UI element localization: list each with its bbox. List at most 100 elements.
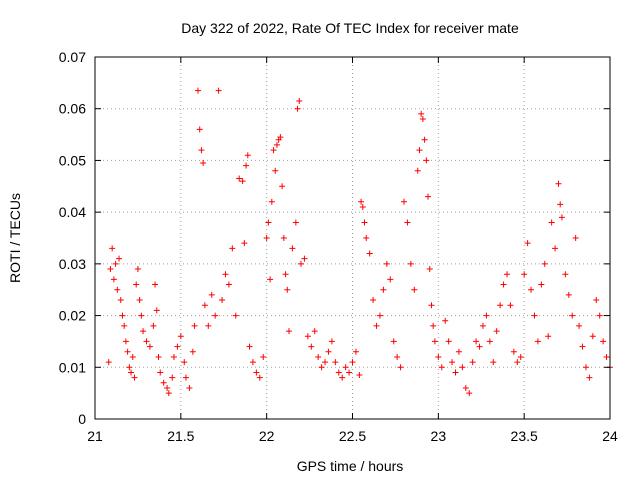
data-point (589, 333, 596, 340)
data-point (356, 372, 363, 379)
data-point (140, 328, 147, 335)
data-point (565, 291, 572, 298)
data-point (600, 338, 607, 345)
data-point (122, 338, 129, 345)
data-point (459, 364, 466, 371)
data-point (586, 374, 593, 381)
data-point (431, 338, 438, 345)
data-point (514, 359, 521, 366)
data-point (177, 333, 184, 340)
data-point (370, 297, 377, 304)
data-point (232, 312, 239, 319)
data-point (510, 348, 517, 355)
data-point (473, 338, 480, 345)
data-point (246, 343, 253, 350)
data-point (256, 374, 263, 381)
data-point (263, 235, 270, 241)
data-point (109, 245, 116, 252)
data-point (452, 369, 459, 376)
data-point (170, 353, 177, 360)
data-point (416, 147, 423, 154)
data-point (119, 312, 126, 319)
data-point (282, 271, 289, 278)
data-point (517, 353, 524, 360)
data-point (449, 359, 456, 366)
data-point (236, 175, 243, 182)
data-point (363, 235, 370, 241)
data-point (155, 353, 162, 360)
data-point (376, 312, 383, 319)
data-point (296, 97, 303, 104)
data-point (294, 105, 301, 112)
data-point (200, 160, 207, 167)
data-point (146, 343, 153, 350)
data-point (124, 348, 131, 355)
x-tick-label: 22.5 (339, 428, 366, 444)
data-point (280, 235, 287, 241)
data-point (292, 219, 299, 226)
data-point (138, 312, 145, 319)
data-point (593, 297, 600, 304)
data-point (552, 245, 559, 252)
data-point (289, 245, 296, 252)
data-point (603, 353, 610, 360)
data-point (366, 250, 373, 257)
data-point (373, 322, 380, 329)
data-point (383, 260, 390, 267)
data-point (486, 338, 493, 345)
data-point (387, 276, 394, 283)
data-point (112, 260, 119, 267)
data-point (430, 322, 437, 329)
data-point (196, 126, 203, 133)
data-point (579, 343, 586, 350)
data-point (174, 343, 181, 350)
data-point (401, 198, 407, 205)
data-point (445, 338, 452, 345)
data-point (215, 87, 222, 94)
data-point (596, 312, 603, 319)
data-point (380, 286, 387, 293)
data-point (558, 214, 565, 221)
data-point (335, 369, 342, 376)
data-point (390, 338, 397, 345)
data-point (332, 359, 339, 366)
data-points (105, 87, 613, 397)
data-point (411, 286, 418, 293)
x-tick-label: 24 (602, 428, 618, 444)
data-point (134, 266, 141, 273)
data-point (121, 322, 128, 329)
y-tick-label: 0.05 (59, 152, 86, 168)
data-point (397, 364, 404, 371)
data-point (311, 328, 318, 335)
data-point (270, 147, 277, 154)
x-tick-label: 22 (259, 428, 275, 444)
data-point (500, 281, 507, 288)
data-point (483, 312, 490, 319)
data-point (339, 374, 346, 381)
data-point (531, 312, 538, 319)
data-point (272, 167, 279, 174)
data-point (157, 369, 164, 376)
data-point (349, 359, 356, 366)
data-point (249, 359, 256, 366)
data-point (267, 276, 274, 283)
data-point (229, 245, 236, 252)
x-tick-label: 23.5 (511, 428, 538, 444)
data-point (346, 369, 353, 376)
y-axis-label: ROTI / TECUs (7, 193, 23, 283)
data-point (359, 203, 366, 210)
data-point (244, 152, 251, 159)
data-point (455, 348, 462, 355)
data-point (277, 134, 284, 141)
data-point (557, 201, 564, 208)
data-point (243, 162, 250, 169)
data-point (164, 384, 171, 391)
data-point (428, 302, 435, 309)
data-point (268, 198, 275, 205)
data-point (301, 255, 308, 262)
data-point (507, 302, 514, 309)
data-point (152, 281, 159, 288)
data-point (198, 147, 205, 154)
data-point (418, 110, 425, 117)
data-point (425, 193, 432, 200)
